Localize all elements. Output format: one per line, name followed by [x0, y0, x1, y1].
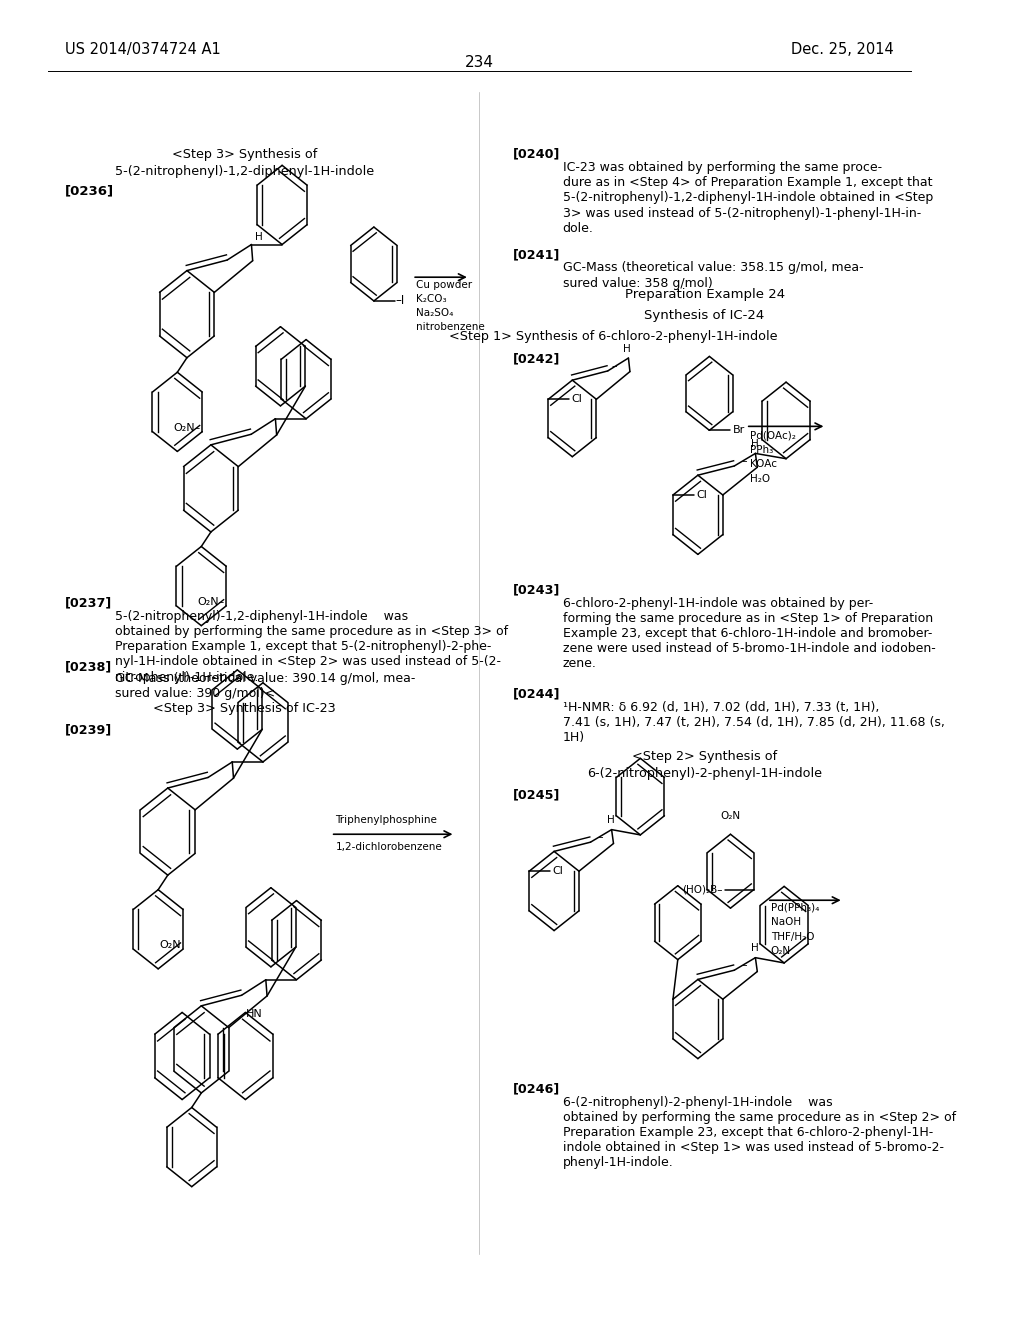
Text: obtained by performing the same procedure as in <Step 3> of: obtained by performing the same procedur…	[115, 624, 508, 638]
Text: Cu powder: Cu powder	[416, 280, 472, 290]
Text: O₂N–: O₂N–	[173, 422, 201, 433]
Text: H: H	[624, 345, 631, 354]
Text: ¹H-NMR: δ 6.92 (d, 1H), 7.02 (dd, 1H), 7.33 (t, 1H),: ¹H-NMR: δ 6.92 (d, 1H), 7.02 (dd, 1H), 7…	[563, 701, 879, 714]
Text: 6-(2-nitrophenyl)-2-phenyl-1H-indole    was: 6-(2-nitrophenyl)-2-phenyl-1H-indole was	[563, 1096, 833, 1109]
Text: HN: HN	[246, 1010, 262, 1019]
Text: zene.: zene.	[563, 657, 597, 671]
Text: dure as in <Step 4> of Preparation Example 1, except that: dure as in <Step 4> of Preparation Examp…	[563, 177, 932, 189]
Text: [0236]: [0236]	[66, 185, 115, 198]
Text: 5-(2-nitrophenyl)-1,2-diphenyl-1H-indole obtained in <Step: 5-(2-nitrophenyl)-1,2-diphenyl-1H-indole…	[563, 191, 933, 205]
Text: Na₂SO₄: Na₂SO₄	[416, 308, 454, 318]
Text: [0241]: [0241]	[513, 248, 560, 261]
Text: Cl: Cl	[552, 866, 563, 876]
Text: Preparation Example 23, except that 6-chloro-2-phenyl-1H-: Preparation Example 23, except that 6-ch…	[563, 1126, 933, 1139]
Text: KOAc: KOAc	[750, 459, 776, 470]
Text: <Step 1> Synthesis of 6-chloro-2-phenyl-1H-indole: <Step 1> Synthesis of 6-chloro-2-phenyl-…	[450, 330, 778, 343]
Text: H: H	[751, 942, 759, 953]
Text: sured value: 358 g/mol): sured value: 358 g/mol)	[563, 277, 713, 289]
Text: 7.41 (s, 1H), 7.47 (t, 2H), 7.54 (d, 1H), 7.85 (d, 2H), 11.68 (s,: 7.41 (s, 1H), 7.47 (t, 2H), 7.54 (d, 1H)…	[563, 715, 944, 729]
Text: [0244]: [0244]	[513, 688, 560, 701]
Text: 3> was used instead of 5-(2-nitrophenyl)-1-phenyl-1H-in-: 3> was used instead of 5-(2-nitrophenyl)…	[563, 206, 921, 219]
Text: (HO)₂B–: (HO)₂B–	[683, 884, 723, 895]
Text: nitrobenzene: nitrobenzene	[416, 322, 484, 333]
Text: Br: Br	[732, 425, 744, 436]
Text: H: H	[751, 438, 759, 449]
Text: Preparation Example 24: Preparation Example 24	[625, 288, 784, 301]
Text: [0240]: [0240]	[513, 148, 560, 161]
Text: H: H	[255, 232, 262, 243]
Text: Cl: Cl	[571, 395, 582, 404]
Text: Triphenylphosphine: Triphenylphosphine	[336, 814, 437, 825]
Text: <Step 3> Synthesis of IC-23: <Step 3> Synthesis of IC-23	[153, 702, 336, 715]
Text: H₂O: H₂O	[750, 474, 770, 484]
Text: K₂CO₃: K₂CO₃	[416, 294, 446, 305]
Text: O₂N: O₂N	[160, 940, 181, 950]
Text: Example 23, except that 6-chloro-1H-indole and bromober-: Example 23, except that 6-chloro-1H-indo…	[563, 627, 932, 640]
Text: nitrophenyl)-1H-indole.: nitrophenyl)-1H-indole.	[115, 671, 259, 684]
Text: –: –	[597, 832, 603, 842]
Text: Cl: Cl	[696, 490, 707, 500]
Text: GC-Mass (theoretical value: 390.14 g/mol, mea-: GC-Mass (theoretical value: 390.14 g/mol…	[115, 672, 416, 685]
Text: Synthesis of IC-24: Synthesis of IC-24	[644, 309, 765, 322]
Text: [0238]: [0238]	[66, 660, 113, 673]
Text: phenyl-1H-indole.: phenyl-1H-indole.	[563, 1156, 674, 1170]
Text: indole obtained in <Step 1> was used instead of 5-bromo-2-: indole obtained in <Step 1> was used ins…	[563, 1140, 944, 1154]
Text: 234: 234	[465, 55, 494, 70]
Text: forming the same procedure as in <Step 1> of Preparation: forming the same procedure as in <Step 1…	[563, 611, 933, 624]
Text: [0243]: [0243]	[513, 583, 560, 597]
Text: THF/H₂O: THF/H₂O	[771, 932, 814, 942]
Text: 6-(2-nitrophenyl)-2-phenyl-1H-indole: 6-(2-nitrophenyl)-2-phenyl-1H-indole	[587, 767, 822, 780]
Text: dole.: dole.	[563, 222, 594, 235]
Text: PPh₃: PPh₃	[750, 445, 773, 455]
Text: 5-(2-nitrophenyl)-1,2-diphenyl-1H-indole: 5-(2-nitrophenyl)-1,2-diphenyl-1H-indole	[115, 165, 374, 178]
Text: GC-Mass (theoretical value: 358.15 g/mol, mea-: GC-Mass (theoretical value: 358.15 g/mol…	[563, 261, 863, 275]
Text: [0245]: [0245]	[513, 788, 560, 801]
Text: <Step 2> Synthesis of: <Step 2> Synthesis of	[632, 750, 777, 763]
Text: zene were used instead of 5-bromo-1H-indole and iodoben-: zene were used instead of 5-bromo-1H-ind…	[563, 642, 936, 655]
Text: 5-(2-nitrophenyl)-1,2-diphenyl-1H-indole    was: 5-(2-nitrophenyl)-1,2-diphenyl-1H-indole…	[115, 610, 409, 623]
Text: 1H): 1H)	[563, 731, 585, 744]
Text: <Step 3> Synthesis of: <Step 3> Synthesis of	[172, 148, 317, 161]
Text: sured value: 390 g/mol)<: sured value: 390 g/mol)<	[115, 686, 275, 700]
Text: [0242]: [0242]	[513, 352, 560, 366]
Text: NaOH: NaOH	[771, 917, 801, 928]
Text: Pd(OAc)₂: Pd(OAc)₂	[750, 430, 796, 441]
Text: [0246]: [0246]	[513, 1082, 560, 1096]
Text: –: –	[741, 455, 746, 466]
Text: US 2014/0374724 A1: US 2014/0374724 A1	[66, 42, 221, 57]
Text: nyl-1H-indole obtained in <Step 2> was used instead of 5-(2-: nyl-1H-indole obtained in <Step 2> was u…	[115, 655, 501, 668]
Text: Preparation Example 1, except that 5-(2-nitrophenyl)-2-phe-: Preparation Example 1, except that 5-(2-…	[115, 640, 492, 653]
Text: O₂N–: O₂N–	[197, 597, 224, 607]
Text: –: –	[612, 362, 617, 371]
Text: 6-chloro-2-phenyl-1H-indole was obtained by per-: 6-chloro-2-phenyl-1H-indole was obtained…	[563, 597, 873, 610]
Text: obtained by performing the same procedure as in <Step 2> of: obtained by performing the same procedur…	[563, 1111, 955, 1123]
Text: 1,2-dichlorobenzene: 1,2-dichlorobenzene	[336, 842, 442, 853]
Text: –I: –I	[396, 294, 406, 308]
Text: Pd(PPh₃)₄: Pd(PPh₃)₄	[771, 903, 819, 913]
Text: Dec. 25, 2014: Dec. 25, 2014	[791, 42, 894, 57]
Text: IC-23 was obtained by performing the same proce-: IC-23 was obtained by performing the sam…	[563, 161, 882, 174]
Text: [0239]: [0239]	[66, 723, 113, 737]
Text: O₂N: O₂N	[721, 810, 740, 821]
Text: –: –	[741, 960, 746, 970]
Text: [0237]: [0237]	[66, 597, 113, 610]
Text: H: H	[607, 814, 614, 825]
Text: O₂N: O₂N	[771, 946, 791, 957]
